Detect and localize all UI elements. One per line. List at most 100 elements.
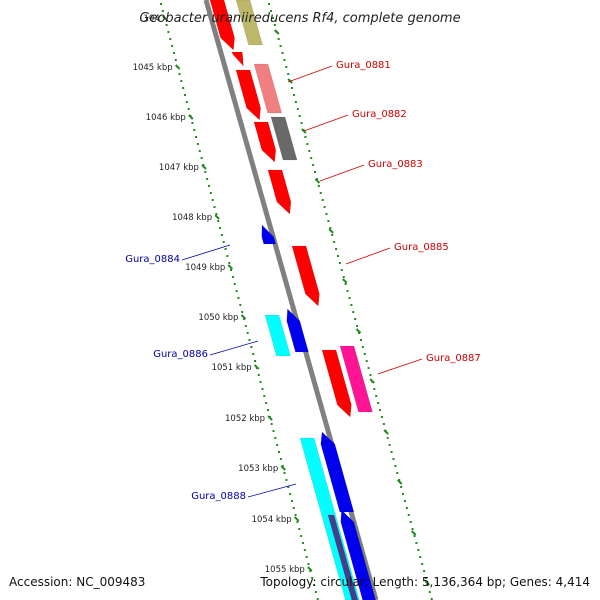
gene-block — [291, 245, 320, 307]
outer-tick-dot — [379, 409, 382, 411]
inner-tick-dot — [231, 276, 234, 278]
inner-tick-dot — [248, 339, 251, 341]
inner-tick-dot — [171, 45, 174, 47]
inner-tick-dot — [167, 31, 170, 33]
inner-tick-dot — [274, 437, 277, 439]
inner-tick-dot — [276, 444, 279, 446]
gene-label-gura_0887: Gura_0887 — [426, 353, 481, 364]
outer-tick-dot — [402, 493, 405, 495]
outer-tick-dot — [314, 171, 317, 173]
inner-tick-dot — [259, 381, 262, 383]
inner-tick-dot — [239, 304, 242, 306]
inner-tick-dot — [250, 346, 253, 348]
inner-tick-dot — [211, 199, 214, 201]
inner-tick-dot — [281, 465, 284, 467]
inner-tick-dot — [219, 227, 222, 229]
outer-tick-dot — [354, 318, 357, 320]
label-layer: 104 1045 kbp 1046 kbp 1047 kbp 1048 kbp 1049 … — [125, 14, 481, 575]
outer-tick-dot — [342, 276, 345, 278]
inner-tick-dot — [206, 178, 209, 180]
inner-tick-dot — [187, 108, 190, 110]
inner-tick-dot — [217, 220, 220, 222]
gene-label-gura_0885: Gura_0885 — [394, 242, 449, 253]
inner-major-tick — [174, 64, 181, 70]
outer-tick-dot — [361, 346, 364, 348]
gene-label-gura_0888: Gura_0888 — [191, 491, 246, 502]
gene-label-gura_0882: Gura_0882 — [352, 109, 407, 120]
outer-tick-dot — [300, 122, 303, 124]
outer-tick-dot — [428, 591, 431, 593]
outer-tick-dot — [281, 52, 284, 54]
gene-callout-line — [209, 340, 259, 356]
outer-tick-dot — [270, 10, 273, 12]
inner-tick-dot — [252, 353, 255, 355]
outer-tick-dot — [335, 248, 338, 250]
outer-tick-dot — [390, 451, 393, 453]
outer-tick-dot — [268, 3, 271, 5]
kbp-label: 1047 kbp — [159, 163, 199, 173]
outer-tick-dot — [317, 185, 320, 187]
outer-tick-dot — [396, 472, 399, 474]
inner-tick-dot — [160, 3, 163, 5]
kbp-label: 1046 kbp — [146, 113, 186, 123]
gene-callout-line — [247, 483, 297, 498]
gene-block — [286, 308, 309, 353]
gene-callout-line — [319, 164, 365, 182]
inner-tick-dot — [244, 325, 247, 327]
outer-tick-dot — [312, 164, 315, 166]
inner-tick-dot — [270, 423, 273, 425]
outer-major-tick — [369, 378, 375, 384]
outer-tick-dot — [359, 339, 362, 341]
inner-tick-dot — [174, 59, 177, 61]
gene-block — [235, 69, 261, 121]
gene-callout-line — [377, 358, 423, 375]
inner-tick-dot — [290, 500, 293, 502]
outer-tick-dot — [271, 17, 274, 19]
inner-tick-dot — [289, 493, 292, 495]
outer-tick-dot — [352, 311, 355, 313]
outer-tick-dot — [321, 199, 324, 201]
gene-features — [209, 0, 376, 600]
gene-block — [253, 121, 277, 163]
outer-tick-dot — [377, 402, 380, 404]
inner-tick-dot — [298, 528, 301, 530]
outer-tick-dot — [358, 332, 361, 334]
outer-tick-dot — [273, 24, 276, 26]
outer-tick-dot — [350, 304, 353, 306]
outer-tick-dot — [369, 374, 372, 376]
inner-tick-dot — [261, 388, 264, 390]
kbp-label: 1052 kbp — [225, 414, 265, 424]
gene-block — [261, 224, 277, 245]
gene-block — [320, 431, 355, 513]
inner-major-tick — [162, 15, 168, 21]
inner-tick-dot — [266, 409, 269, 411]
inner-tick-dot — [254, 360, 257, 362]
kbp-label: 1048 kbp — [172, 213, 212, 223]
inner-tick-dot — [283, 472, 286, 474]
outer-tick-dot — [333, 241, 336, 243]
outer-tick-dot — [400, 486, 403, 488]
outer-tick-dot — [346, 290, 349, 292]
outer-tick-dot — [386, 437, 389, 439]
inner-tick-dot — [226, 255, 229, 257]
outer-tick-dot — [287, 73, 290, 75]
gene-block — [339, 345, 373, 413]
outer-tick-dot — [365, 360, 368, 362]
gene-block — [270, 116, 298, 161]
outer-major-tick — [274, 29, 280, 35]
outer-tick-dot — [291, 87, 294, 89]
outer-major-tick — [314, 178, 321, 184]
inner-tick-dot — [233, 283, 236, 285]
gene-callout-line — [181, 244, 231, 261]
outer-tick-dot — [298, 115, 301, 117]
outer-tick-dot — [296, 108, 299, 110]
inner-tick-dot — [285, 479, 288, 481]
outer-tick-dot — [304, 136, 307, 138]
inner-tick-dot — [316, 598, 319, 600]
outer-tick-dot — [279, 45, 282, 47]
inner-major-tick — [253, 364, 260, 370]
inner-major-tick — [201, 164, 207, 170]
inner-tick-dot — [172, 52, 175, 54]
inner-tick-dot — [213, 206, 216, 208]
outer-tick-dot — [417, 549, 420, 551]
